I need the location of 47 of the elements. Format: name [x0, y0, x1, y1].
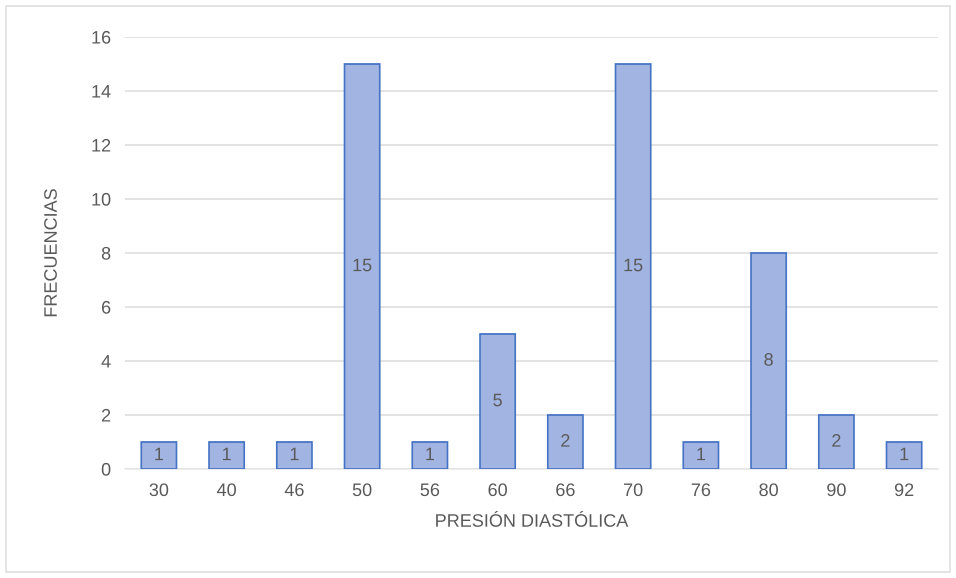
data-label: 1 — [155, 448, 164, 460]
x-tick-label: 30 — [150, 483, 168, 496]
x-tick-label: 66 — [556, 483, 575, 496]
bar — [818, 414, 855, 469]
x-tick-label: 60 — [488, 483, 507, 496]
bar — [344, 63, 381, 469]
x-tick-label: 92 — [894, 483, 914, 496]
y-tick-label: 10 — [92, 192, 110, 206]
bar — [208, 441, 246, 469]
x-tick-label: 80 — [759, 483, 778, 496]
data-label: 2 — [561, 434, 570, 447]
y-tick-label: 4 — [101, 355, 111, 368]
x-tick-label: 76 — [692, 483, 710, 496]
y-axis-title: FRECUENCIAS — [44, 189, 57, 316]
x-axis-title: PRESIÓN DIASTÓLICA — [436, 511, 628, 527]
bar — [682, 441, 720, 469]
y-tick-label: 0 — [102, 462, 110, 476]
data-label: 1 — [426, 448, 434, 460]
y-tick-label: 16 — [92, 30, 110, 44]
data-label: 2 — [832, 434, 840, 447]
x-tick-label: 56 — [420, 483, 440, 496]
bar — [750, 252, 788, 469]
data-label: 1 — [697, 448, 706, 460]
bar — [614, 63, 652, 469]
x-tick-label: 50 — [352, 483, 372, 496]
bar — [546, 414, 584, 469]
data-label: 15 — [624, 258, 642, 272]
bar — [411, 441, 448, 469]
data-label: 8 — [764, 353, 773, 366]
bar — [479, 333, 516, 469]
y-tick-label: 14 — [92, 85, 111, 98]
data-label: 1 — [222, 448, 231, 460]
bar — [140, 441, 178, 469]
x-tick-label: 40 — [217, 483, 236, 496]
data-label: 5 — [493, 394, 502, 406]
y-tick-label: 8 — [102, 246, 110, 260]
y-tick-label: 6 — [102, 300, 110, 314]
y-tick-label: 2 — [102, 408, 110, 422]
x-tick-label: 70 — [624, 483, 642, 496]
data-label: 1 — [290, 448, 299, 460]
data-label: 15 — [353, 258, 372, 272]
bar — [886, 441, 923, 469]
data-label: 1 — [900, 448, 908, 460]
bar — [276, 441, 313, 469]
y-tick-label: 12 — [92, 138, 110, 152]
x-tick-label: 90 — [827, 483, 846, 496]
x-tick-label: 46 — [284, 483, 304, 496]
